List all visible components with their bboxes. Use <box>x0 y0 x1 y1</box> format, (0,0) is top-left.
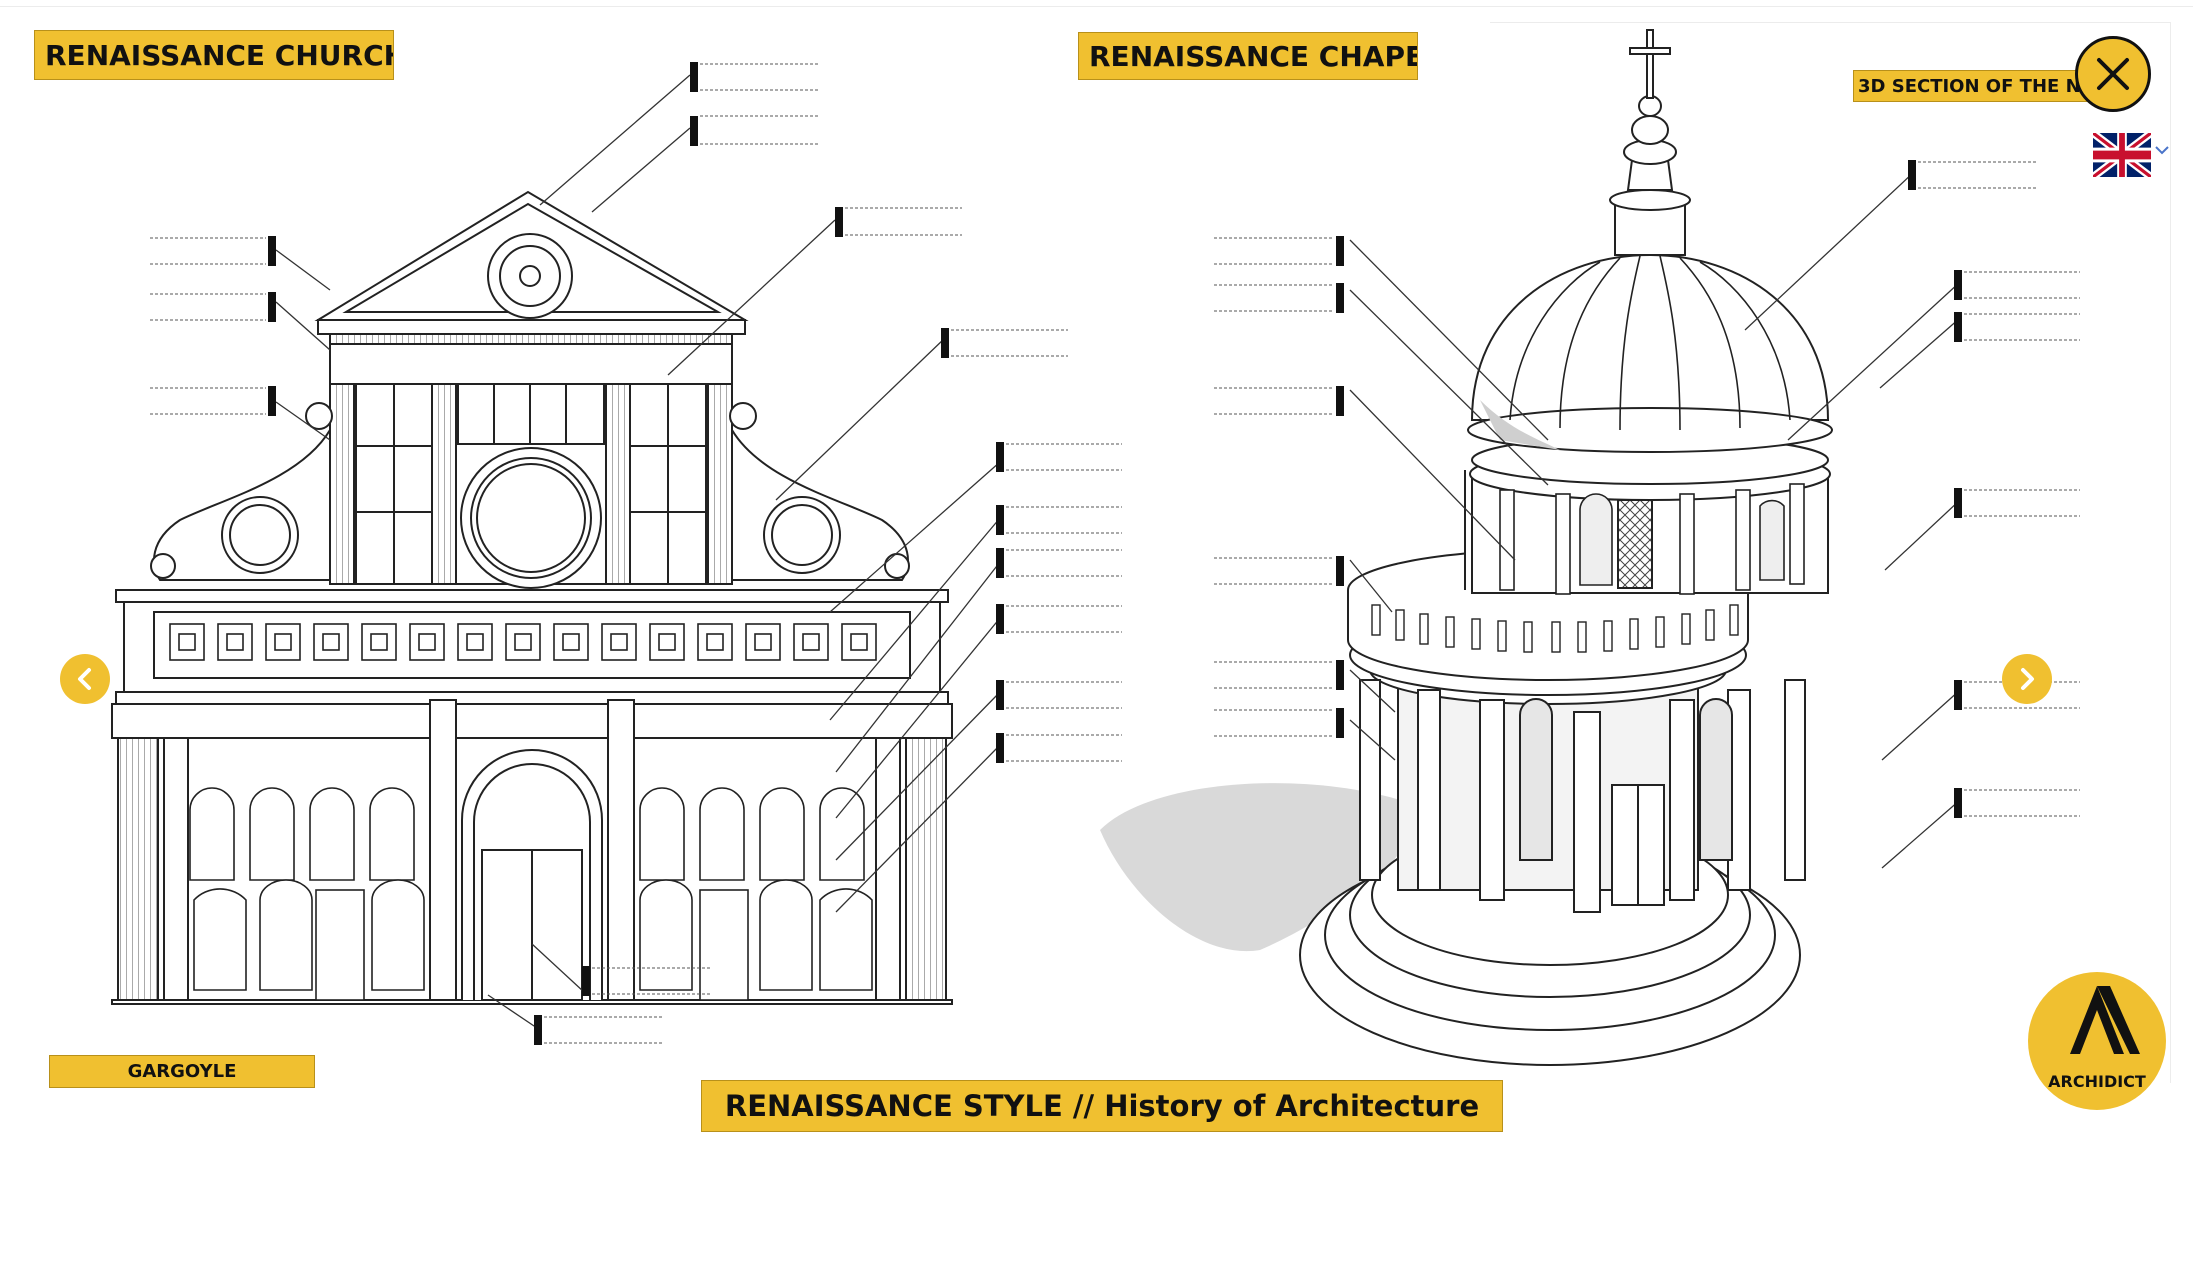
church-callout-blanks <box>150 63 1122 1044</box>
church-callout-markers <box>268 62 1004 1045</box>
previous-slide-button[interactable] <box>60 654 110 704</box>
church-callout-lines <box>275 74 1001 1031</box>
chapel-callout-lines <box>1349 171 1961 869</box>
top-divider <box>0 6 2193 7</box>
uk-flag-icon[interactable] <box>2093 133 2151 177</box>
close-icon <box>2097 58 2129 90</box>
section-view-button[interactable]: 3D SECTION OF THE NA <box>1853 70 2093 102</box>
chapel-callout-blanks <box>1214 161 2080 817</box>
archidict-logo[interactable]: ARCHIDICT <box>2028 972 2166 1110</box>
chapel-callout-markers <box>1336 160 1962 818</box>
close-button[interactable] <box>2075 36 2151 112</box>
chevron-right-icon <box>2021 668 2034 690</box>
gargoyle-button[interactable]: GARGOYLE <box>49 1055 315 1088</box>
chevron-left-icon <box>78 668 91 690</box>
archidict-logo-icon <box>2070 986 2140 1054</box>
chevron-down-icon[interactable] <box>2152 140 2172 160</box>
next-slide-button[interactable] <box>2002 654 2052 704</box>
brand-name: ARCHIDICT <box>2048 1072 2146 1091</box>
church-panel-title: RENAISSANCE CHURCH <box>34 30 394 80</box>
church-facade-drawing <box>111 190 953 1005</box>
chapel-panel-title: RENAISSANCE CHAPEL <box>1078 32 1418 80</box>
footer-title: RENAISSANCE STYLE // History of Architec… <box>701 1080 1503 1132</box>
chapel-drawing <box>1100 29 1833 1066</box>
